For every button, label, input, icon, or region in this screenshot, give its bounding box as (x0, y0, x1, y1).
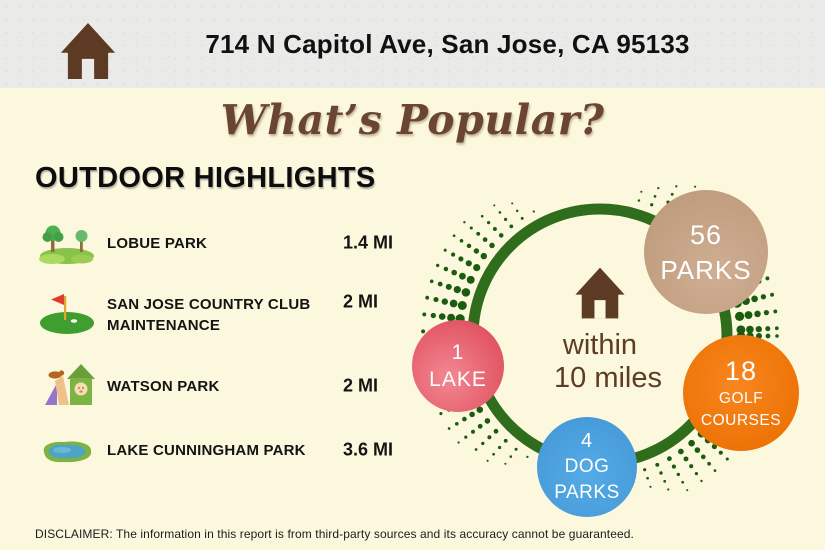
place-name: LAKE CUNNINGHAM PARK (107, 441, 306, 459)
list-item-lake-cunningham-park: LAKE CUNNINGHAM PARK 3.6 MI (35, 426, 400, 474)
stat-label: PARKS (660, 255, 752, 285)
place-distance: 3.6 MI (343, 439, 394, 460)
place-name: SAN JOSE COUNTRY CLUB MAINTENANCE (107, 296, 311, 334)
stat-bubble-parks: 56 PARKS (644, 190, 768, 314)
place-distance: 1.4 MI (343, 232, 394, 253)
list-item-san-jose-country-club: SAN JOSE COUNTRY CLUB MAINTENANCE 2 MI (35, 284, 400, 346)
stat-bubble-lake: 1 LAKE (412, 320, 504, 412)
radius-label-line2: 10 miles (554, 362, 662, 394)
stat-bubble-dog-parks: 4 DOG PARKS (537, 417, 637, 517)
golf-icon (35, 288, 99, 336)
property-address: 714 N Capitol Ave, San Jose, CA 95133 (205, 28, 690, 59)
dog-park-icon (35, 361, 99, 411)
section-title: OUTDOOR HIGHLIGHTS (35, 162, 376, 194)
page-title: What’s Popular? (220, 96, 605, 144)
stat-label: DOG PARKS (554, 456, 620, 503)
stat-count: 56 (689, 220, 723, 250)
place-name: WATSON PARK (107, 377, 220, 395)
place-name: LOBUE PARK (107, 234, 208, 252)
place-distance: 2 MI (343, 375, 379, 396)
stat-bubble-golf-courses: 18 GOLF COURSES (683, 335, 799, 451)
lake-icon (35, 432, 99, 468)
stat-label: LAKE (429, 368, 487, 391)
stat-count: 1 (451, 341, 465, 364)
stat-count: 18 (724, 356, 758, 386)
house-icon (60, 23, 116, 79)
header: 714 N Capitol Ave, San Jose, CA 95133 (0, 0, 825, 88)
home-icon (575, 267, 625, 319)
list-item-watson-park: WATSON PARK 2 MI (35, 358, 400, 414)
stat-count: 4 (580, 430, 594, 452)
list-item-lobue-park: LOBUE PARK 1.4 MI (35, 218, 400, 268)
stat-label: GOLF COURSES (700, 390, 782, 429)
diagram-center: within 10 miles (540, 266, 662, 395)
disclaimer-text: DISCLAIMER: The information in this repo… (35, 527, 634, 541)
park-icon (35, 221, 99, 265)
radius-label-line1: within (562, 329, 638, 361)
place-distance: 2 MI (343, 291, 379, 312)
